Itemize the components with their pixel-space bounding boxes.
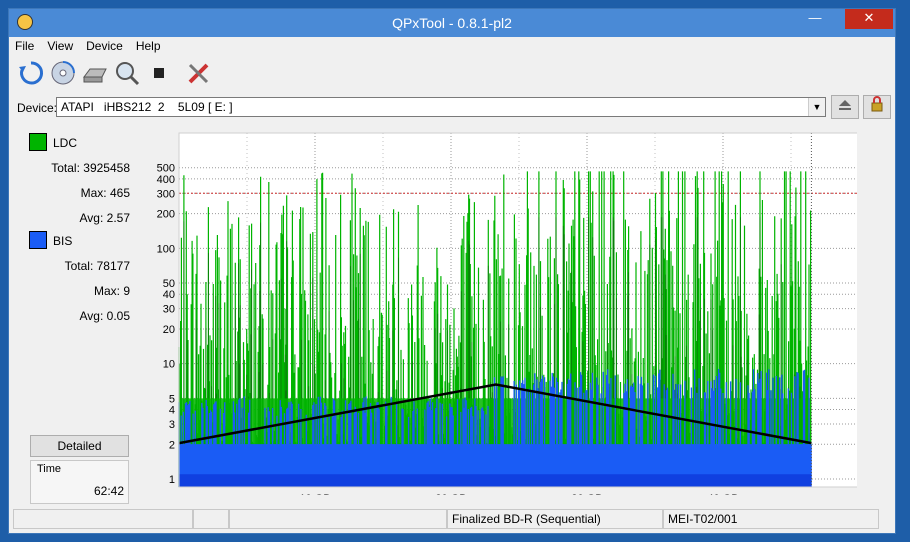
lock-icon: [871, 96, 883, 112]
bis-swatch[interactable]: [29, 231, 47, 249]
eject-icon: [839, 100, 851, 110]
time-label: Time: [37, 463, 62, 475]
scan-icon[interactable]: [113, 59, 141, 87]
x-tick-label: 20 GB: [435, 493, 466, 495]
y-left-tick-label: 10: [163, 359, 175, 371]
app-logo-icon: [17, 14, 33, 30]
menu-file[interactable]: File: [15, 39, 35, 53]
ldc-max: 465: [109, 186, 130, 200]
refresh-icon[interactable]: [17, 59, 45, 87]
ldc-label: LDC: [53, 136, 78, 150]
drive-icon[interactable]: [81, 59, 109, 87]
y-left-tick-label: 5: [169, 393, 175, 405]
detailed-button[interactable]: Detailed: [30, 435, 129, 457]
menu-help[interactable]: Help: [135, 39, 161, 53]
y-left-tick-label: 200: [157, 209, 175, 221]
status-spacer: [229, 509, 447, 529]
y-left-tick-label: 30: [163, 304, 175, 316]
bis-label: BIS: [53, 234, 73, 248]
ldc-max-label: Max:: [80, 186, 107, 200]
media-id-status: MEI-T02/001: [663, 509, 879, 529]
disc-icon[interactable]: [49, 59, 77, 87]
time-value: 62:42: [93, 484, 124, 498]
minimize-button[interactable]: —: [808, 10, 822, 25]
y-left-tick-label: 3: [169, 419, 175, 431]
eject-button[interactable]: [831, 95, 859, 119]
y-left-tick-label: 2: [169, 439, 175, 451]
status-bar: Finalized BD-R (Sequential) MEI-T02/001: [9, 507, 895, 531]
device-value: ATAPI iHBS212 2 5L09 [ E: ]: [61, 100, 233, 114]
bis-max-label: Max:: [93, 284, 120, 298]
y-left-tick-label: 300: [157, 188, 175, 200]
bis-total-label: Total:: [64, 259, 94, 273]
bis-total: 78177: [96, 259, 130, 273]
device-select[interactable]: ATAPI iHBS212 2 5L09 [ E: ] ▼: [56, 97, 826, 117]
bis-avg: 0.05: [106, 309, 130, 323]
chevron-down-icon[interactable]: ▼: [808, 98, 825, 116]
time-box: Time 62:42: [30, 460, 129, 504]
ldc-avg-label: Avg:: [79, 211, 104, 225]
bis-avg-label: Avg:: [79, 309, 104, 323]
title-bar[interactable]: QPxTool - 0.8.1-pl2 — ☐ ✕: [9, 9, 895, 37]
ldc-swatch[interactable]: [29, 133, 47, 151]
disc-type-status: Finalized BD-R (Sequential): [447, 509, 663, 529]
bis-max: 9: [123, 284, 130, 298]
application-window: QPxTool - 0.8.1-pl2 — ☐ ✕ File View Device…: [8, 8, 896, 534]
x-tick-label: 10 GB: [299, 493, 330, 495]
window-title: QPxTool - 0.8.1-pl2: [392, 15, 512, 31]
y-left-tick-label: 50: [163, 278, 175, 290]
x-tick-label: 30 GB: [571, 493, 602, 495]
y-left-tick-label: 100: [157, 243, 175, 255]
plot-border: [178, 132, 857, 488]
bis-floor: [179, 474, 812, 487]
speed-curve: [178, 383, 812, 445]
x-tick-label: 40 GB: [707, 493, 738, 495]
ldc-total: 3925458: [83, 161, 130, 175]
device-label: Device:: [17, 101, 58, 115]
status-cell-1: [13, 509, 193, 529]
menu-bar: File View Device Help: [9, 37, 895, 57]
close-button[interactable]: ✕: [845, 9, 893, 29]
y-left-tick-label: 40: [163, 289, 175, 301]
y-left-tick-label: 500: [157, 163, 175, 175]
y-left-tick-label: 4: [169, 405, 175, 417]
tools-icon[interactable]: [185, 59, 213, 87]
toolbar: [13, 59, 893, 91]
y-left-tick-label: 20: [163, 324, 175, 336]
ldc-total-label: Total:: [51, 161, 80, 175]
ldc-avg: 2.57: [106, 211, 130, 225]
status-cell-2: [193, 509, 229, 529]
lock-button[interactable]: [863, 95, 891, 119]
menu-device[interactable]: Device: [86, 39, 123, 53]
stats-panel: LDC Total: 3925458 Max: 465 Avg: 2.57 BI…: [9, 123, 139, 504]
device-bar: Device: ATAPI iHBS212 2 5L09 [ E: ] ▼: [9, 95, 895, 121]
y-left-tick-label: 1: [169, 474, 175, 486]
menu-view[interactable]: View: [47, 39, 74, 53]
y-left-tick-label: 400: [157, 174, 175, 186]
stop-icon[interactable]: [145, 59, 173, 87]
